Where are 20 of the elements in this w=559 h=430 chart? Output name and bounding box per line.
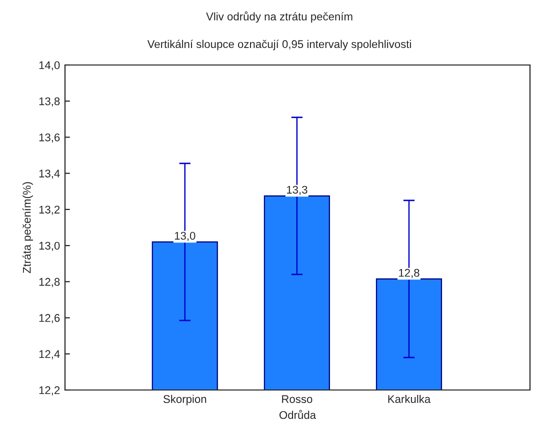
chart-title: Vliv odrůdy na ztrátu pečením xyxy=(206,11,352,23)
y-tick-label: 12,6 xyxy=(39,314,60,324)
y-tick-label: 12,2 xyxy=(39,386,60,396)
y-tick-label: 12,4 xyxy=(39,350,60,360)
data-label: 12,8 xyxy=(399,268,420,278)
y-tick-label: 13,0 xyxy=(39,242,60,252)
y-axis-title: Ztráta pečením(%) xyxy=(22,182,33,274)
data-label: 13,3 xyxy=(286,186,308,196)
y-tick-label: 13,6 xyxy=(39,133,60,143)
chart-subtitle: Vertikální sloupce označují 0,95 intervaly spolehlivosti xyxy=(147,40,411,50)
y-tick-label: 12,8 xyxy=(39,278,60,288)
x-tick-label: Karkulka xyxy=(388,394,431,404)
data-label: 13,0 xyxy=(174,232,196,242)
x-axis-title: Odrůda xyxy=(279,410,316,419)
y-tick-label: 13,2 xyxy=(39,206,60,215)
x-tick-label: Rosso xyxy=(282,395,312,404)
x-tick-label: Skorpion xyxy=(163,394,206,406)
y-tick-label: 13,4 xyxy=(39,170,60,179)
y-tick-label: 14,0 xyxy=(39,61,60,70)
y-tick-label: 13,8 xyxy=(39,97,60,107)
